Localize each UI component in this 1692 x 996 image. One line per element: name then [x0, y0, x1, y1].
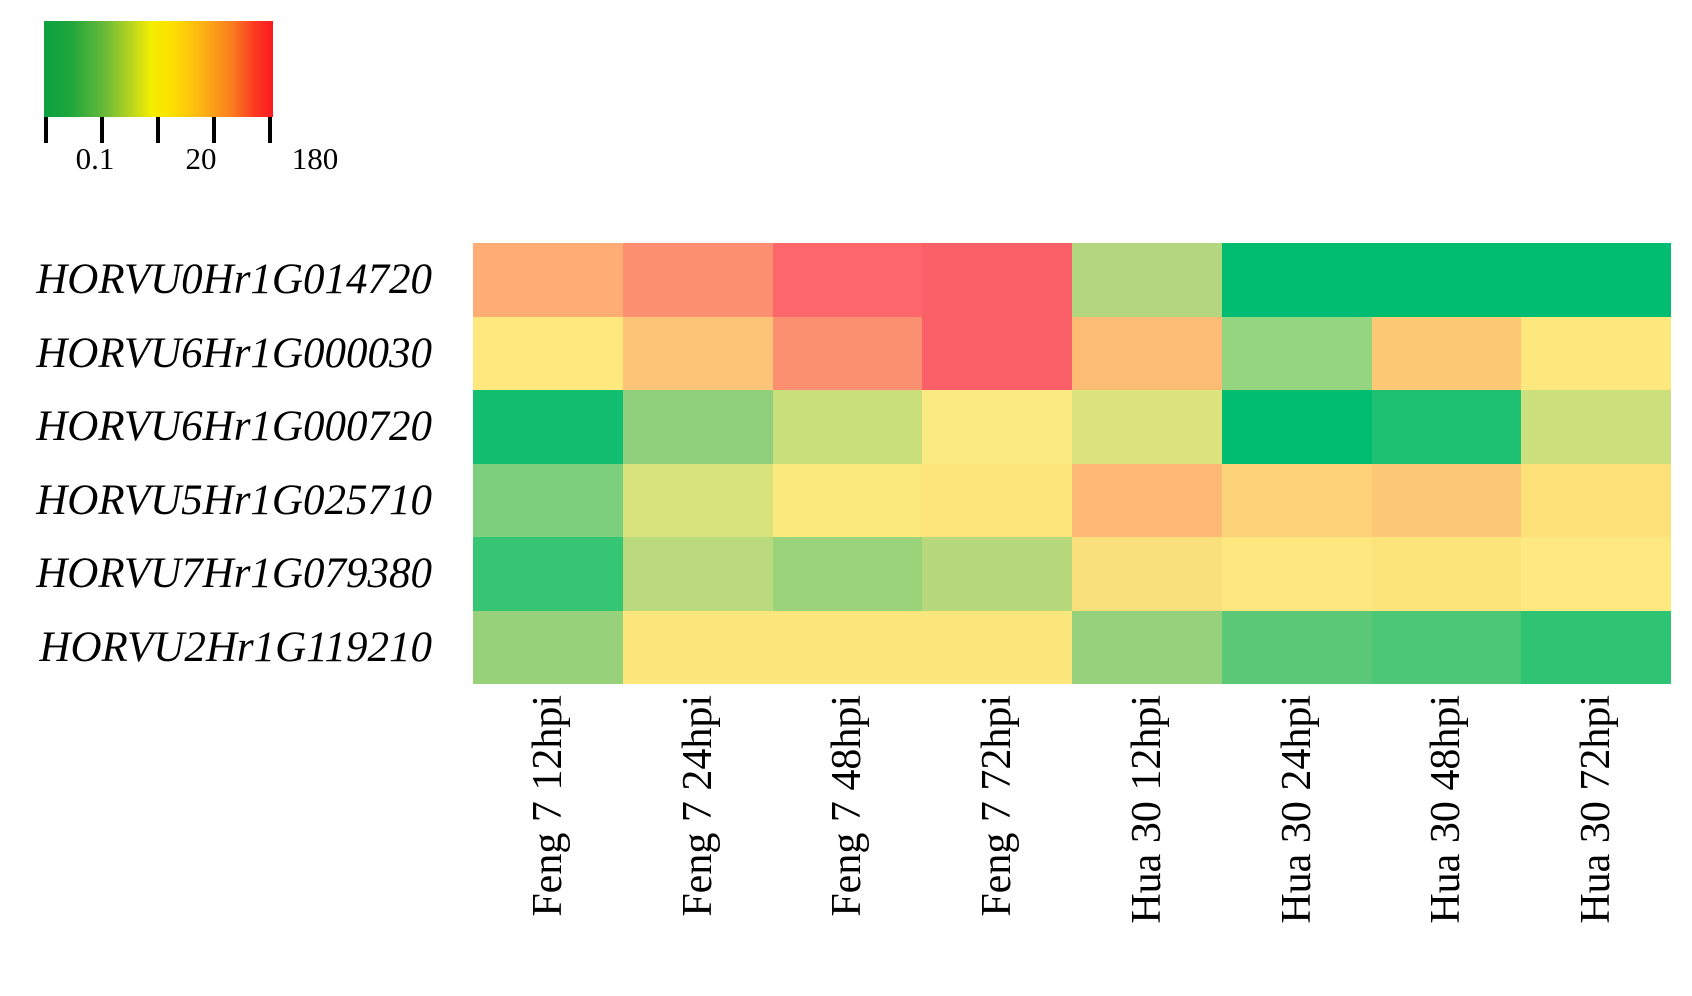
- row-label: HORVU6Hr1G000030: [36, 329, 432, 377]
- heatmap-cell-r4c1: [473, 463, 623, 537]
- heatmap-cell-r6c5: [1072, 610, 1222, 684]
- legend-mid-label: 20: [185, 141, 217, 176]
- heatmap-cell-r3c6: [1221, 390, 1372, 464]
- row-labels: HORVU0Hr1G014720 HORVU6Hr1G000030 HORVU6Hr…: [0, 243, 438, 684]
- heatmap-cell-r5c2: [622, 537, 773, 611]
- heatmap-cell-r3c8: [1521, 390, 1671, 464]
- legend-tick: [44, 117, 48, 143]
- heatmap-cell-r6c1: [473, 610, 623, 684]
- row-label: HORVU6Hr1G000720: [36, 403, 432, 451]
- heatmap-cell-r2c5: [1072, 316, 1222, 390]
- col-label: Hua 30 24hpi: [1273, 695, 1320, 924]
- heatmap-cell-r6c2: [622, 610, 773, 684]
- heatmap-cell-r1c5: [1072, 243, 1222, 317]
- heatmap-grid: [473, 243, 1671, 684]
- col-label-slot: Feng 7 48hpi: [773, 695, 923, 975]
- legend-max-label: 180: [291, 141, 339, 176]
- col-labels: Feng 7 12hpi Feng 7 24hpi Feng 7 48hpi Feng…: [473, 695, 1671, 975]
- heatmap-cell-r2c6: [1221, 316, 1372, 390]
- heatmap-cell-r5c7: [1371, 537, 1522, 611]
- col-label-slot: Feng 7 72hpi: [922, 695, 1072, 975]
- heatmap-cell-r3c2: [622, 390, 773, 464]
- heatmap-cell-r1c4: [922, 243, 1072, 317]
- heatmap-cell-r6c6: [1221, 610, 1372, 684]
- col-label: Feng 7 48hpi: [824, 695, 871, 917]
- col-label-slot: Hua 30 48hpi: [1372, 695, 1522, 975]
- heatmap-cell-r2c8: [1521, 316, 1671, 390]
- heatmap-cell-r3c7: [1371, 390, 1522, 464]
- heatmap-cell-r4c5: [1072, 463, 1222, 537]
- heatmap-cell-r3c4: [922, 390, 1072, 464]
- heatmap-cell-r5c6: [1221, 537, 1372, 611]
- heatmap-cell-r1c7: [1371, 243, 1522, 317]
- heatmap-cell-r2c3: [772, 316, 923, 390]
- heatmap-cell-r1c6: [1221, 243, 1372, 317]
- heatmap-cell-r5c4: [922, 537, 1072, 611]
- row-label: HORVU2Hr1G119210: [39, 623, 432, 671]
- col-label: Feng 7 12hpi: [524, 695, 571, 917]
- col-label-slot: Feng 7 24hpi: [623, 695, 773, 975]
- heatmap-cell-r4c2: [622, 463, 773, 537]
- heatmap-cell-r3c1: [473, 390, 623, 464]
- heatmap-cell-r3c5: [1072, 390, 1222, 464]
- heatmap-cell-r1c3: [772, 243, 923, 317]
- heatmap-cell-r6c7: [1371, 610, 1522, 684]
- col-label: Feng 7 72hpi: [974, 695, 1021, 917]
- legend-tick: [268, 117, 272, 143]
- heatmap-cell-r3c3: [772, 390, 923, 464]
- heatmap-cell-r1c2: [622, 243, 773, 317]
- heatmap-cell-r5c8: [1521, 537, 1671, 611]
- heatmap-cell-r1c8: [1521, 243, 1671, 317]
- col-label-slot: Feng 7 12hpi: [473, 695, 623, 975]
- heatmap-cell-r2c4: [922, 316, 1072, 390]
- heatmap-cell-r1c1: [473, 243, 623, 317]
- row-label: HORVU5Hr1G025710: [36, 476, 432, 524]
- heatmap-cell-r5c3: [772, 537, 923, 611]
- heatmap-cell-r6c3: [772, 610, 923, 684]
- heatmap-cell-r5c5: [1072, 537, 1222, 611]
- legend-tick: [212, 117, 216, 143]
- legend-gradient-bar: [44, 21, 273, 117]
- row-label: HORVU7Hr1G079380: [36, 550, 432, 598]
- col-label: Feng 7 24hpi: [674, 695, 721, 917]
- row-label: HORVU0Hr1G014720: [36, 256, 432, 304]
- legend-tick: [156, 117, 160, 143]
- col-label-slot: Hua 30 72hpi: [1521, 695, 1671, 975]
- col-label: Hua 30 48hpi: [1423, 695, 1470, 924]
- heatmap-cell-r2c7: [1371, 316, 1522, 390]
- legend-tick: [100, 117, 104, 143]
- heatmap-cell-r4c7: [1371, 463, 1522, 537]
- heatmap-cell-r5c1: [473, 537, 623, 611]
- heatmap-cell-r4c3: [772, 463, 923, 537]
- legend-ticks: [44, 117, 274, 143]
- legend-labels: 0.1 20 180: [0, 141, 339, 181]
- col-label: Hua 30 12hpi: [1123, 695, 1170, 924]
- heatmap-cell-r4c8: [1521, 463, 1671, 537]
- heatmap-cell-r2c2: [622, 316, 773, 390]
- col-label-slot: Hua 30 24hpi: [1222, 695, 1372, 975]
- heatmap-cell-r6c4: [922, 610, 1072, 684]
- col-label-slot: Hua 30 12hpi: [1072, 695, 1222, 975]
- heatmap-cell-r4c6: [1221, 463, 1372, 537]
- col-label: Hua 30 72hpi: [1573, 695, 1620, 924]
- legend-min-label: 0.1: [75, 141, 115, 176]
- heatmap-cell-r4c4: [922, 463, 1072, 537]
- heatmap-cell-r2c1: [473, 316, 623, 390]
- heatmap-cell-r6c8: [1521, 610, 1671, 684]
